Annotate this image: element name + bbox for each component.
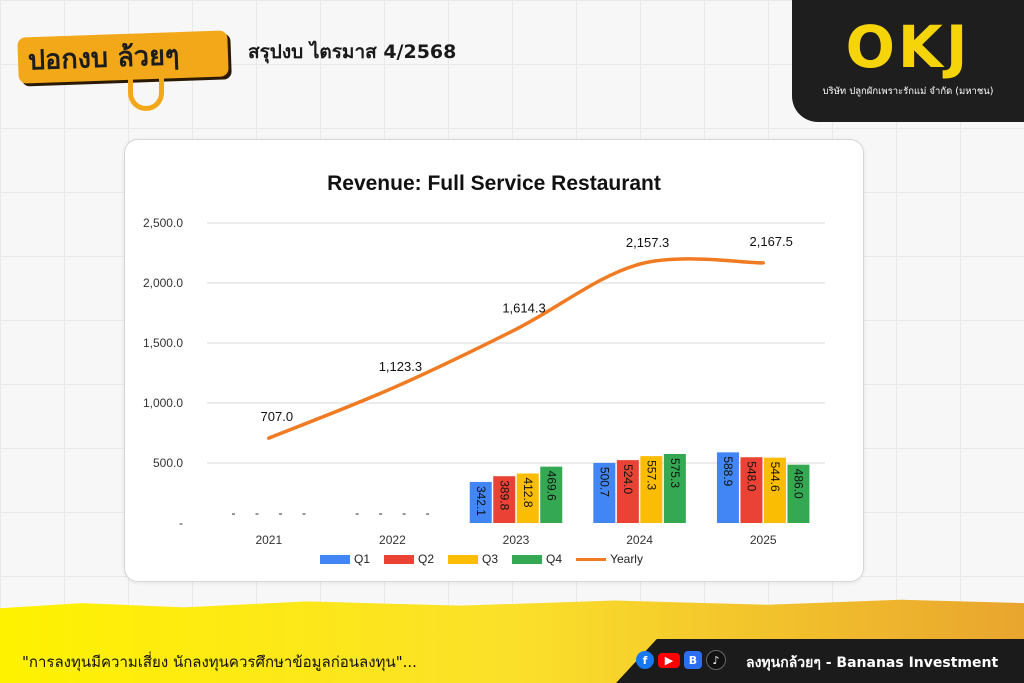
bar-q1 <box>593 462 616 523</box>
line-data-label: 707.0 <box>261 409 294 424</box>
empty-bar-marker: - <box>379 506 383 520</box>
y-tick-label: 1,500.0 <box>143 336 183 350</box>
youtube-icon[interactable]: ▶ <box>658 652 680 668</box>
tiktok-icon[interactable]: ♪ <box>706 650 726 670</box>
legend-item-q3: Q3 <box>448 552 498 566</box>
x-tick-label: 2021 <box>255 533 282 547</box>
x-tick-label: 2024 <box>626 533 653 547</box>
legend-label: Q4 <box>546 552 563 566</box>
line-data-label: 1,123.3 <box>379 359 422 374</box>
line-yearly <box>267 257 765 440</box>
facebook-icon[interactable]: f <box>636 651 654 669</box>
y-tick-label: - <box>179 516 183 530</box>
x-tick-label: 2022 <box>379 533 406 547</box>
empty-bar-marker: - <box>355 506 359 520</box>
bar-data-label: 557.3 <box>644 460 658 490</box>
bar-q3 <box>763 457 786 523</box>
bar-q1 <box>469 481 492 523</box>
empty-bar-marker: - <box>255 506 259 520</box>
bar-q2 <box>493 476 516 523</box>
bar-data-label: 486.0 <box>791 469 805 499</box>
empty-bar-marker: - <box>232 506 236 520</box>
chart-title: Revenue: Full Service Restaurant <box>327 172 661 195</box>
y-tick-label: 2,500.0 <box>143 216 183 230</box>
bar-data-label: 524.0 <box>621 464 635 494</box>
bar-q3 <box>640 456 663 523</box>
company-panel: OKJ บริษัท ปลูกผักเพราะรักแม่ จำกัด (มหา… <box>792 0 1024 122</box>
legend-item-q4: Q4 <box>512 552 562 566</box>
bar-q1 <box>716 452 739 523</box>
empty-bar-marker: - <box>302 506 306 520</box>
bar-data-label: 575.3 <box>668 458 682 488</box>
bar-data-label: 389.8 <box>497 480 511 510</box>
blockdit-icon[interactable]: B <box>684 651 702 669</box>
risk-disclaimer: "การลงทุนมีความเสี่ยง นักลงทุนควรศึกษาข้… <box>22 653 417 671</box>
company-name: บริษัท ปลูกผักเพราะรักแม่ จำกัด (มหาชน) <box>822 86 994 97</box>
bar-data-label: 500.7 <box>597 467 611 497</box>
empty-bar-marker: - <box>426 506 430 520</box>
chart-legend: Q1 Q2 Q3 Q4 Yearly <box>320 551 657 567</box>
social-icons: f ▶ B ♪ <box>636 650 730 670</box>
bar-q4 <box>663 453 686 523</box>
legend-swatch <box>448 554 479 564</box>
company-logo: OKJ <box>845 13 971 81</box>
bar-data-label: 342.1 <box>474 486 488 516</box>
legend-label: Yearly <box>610 552 643 566</box>
legend-label: Q3 <box>482 552 499 566</box>
line-data-label: 1,614.3 <box>502 300 545 315</box>
legend-item-q1: Q1 <box>320 552 370 566</box>
empty-bar-marker: - <box>402 506 406 520</box>
line-data-label: 2,157.3 <box>626 235 669 250</box>
bar-q4 <box>540 466 563 523</box>
legend-swatch <box>384 554 415 564</box>
bar-data-label: 412.8 <box>521 477 535 507</box>
x-tick-label: 2023 <box>503 533 530 547</box>
legend-swatch <box>576 557 607 561</box>
bar-q2 <box>616 460 639 523</box>
line-data-label: 2,167.5 <box>750 234 793 249</box>
bar-data-label: 544.6 <box>768 462 782 492</box>
brand-logo: ปอกงบ ล้วยๆ <box>17 26 240 111</box>
bar-data-label: 588.9 <box>721 456 735 486</box>
legend-label: Q1 <box>354 552 371 566</box>
bar-q2 <box>740 457 763 523</box>
legend-item-yearly: Yearly <box>576 552 643 566</box>
legend-swatch <box>512 554 543 564</box>
legend-item-q2: Q2 <box>384 552 434 566</box>
y-tick-label: 1,000.0 <box>143 396 183 410</box>
banana-hook-icon <box>128 76 164 111</box>
y-tick-label: 2,000.0 <box>143 276 183 290</box>
page-title: สรุปงบ ไตรมาส 4/2568 <box>248 41 457 63</box>
legend-label: Q2 <box>418 552 435 566</box>
legend-swatch <box>320 554 350 564</box>
empty-bar-marker: - <box>279 506 283 520</box>
bar-q4 <box>787 464 810 523</box>
bar-data-label: 469.6 <box>544 471 558 501</box>
revenue-chart: - 500.0 1,000.0 1,500.0 2,000.0 2,500.0 2021 20… <box>143 216 825 547</box>
chart-card: Revenue: Full Service Restaurant - 500.0 1… <box>124 139 864 582</box>
social-label: ลงทุนกล้วยๆ - Bananas Investment <box>746 655 999 671</box>
x-tick-label: 2025 <box>750 533 777 547</box>
bar-q3 <box>516 473 539 523</box>
bar-data-label: 548.0 <box>744 461 758 491</box>
y-tick-label: 500.0 <box>153 456 183 470</box>
